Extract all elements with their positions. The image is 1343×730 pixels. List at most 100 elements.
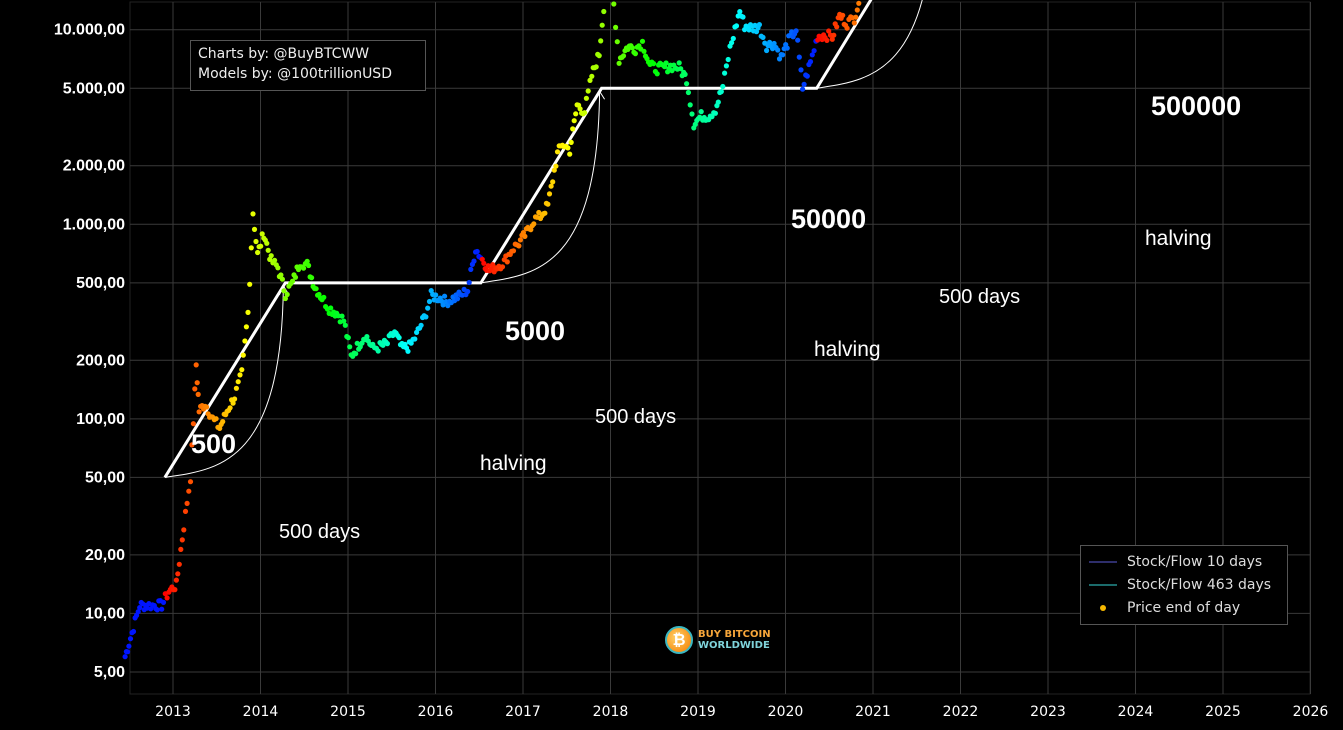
price-point: [528, 227, 534, 233]
brand-logo: ₿ BUY BITCOIN WORLDWIDE: [665, 626, 771, 654]
price-point: [182, 508, 189, 514]
x-tick-label: 2022: [943, 704, 979, 720]
price-point: [536, 209, 542, 216]
y-tick-label: 50,00: [85, 469, 125, 486]
price-point: [795, 37, 801, 43]
price-point: [425, 305, 431, 311]
price-point: [834, 24, 840, 30]
x-tick-label: 2025: [1205, 704, 1241, 720]
horizontal-gridlines: [129, 1, 1311, 695]
price-point: [194, 380, 200, 386]
price-point: [780, 52, 786, 58]
price-point: [651, 61, 657, 67]
y-tick-label: 10,00: [85, 605, 125, 622]
y-tick-label: 5,00: [94, 664, 125, 681]
price-point: [614, 39, 620, 45]
price-point: [676, 60, 682, 66]
price-point: [663, 60, 669, 66]
x-tick-label: 2015: [330, 704, 366, 720]
price-point: [471, 258, 477, 264]
price-point: [804, 73, 810, 79]
price-point: [265, 247, 271, 253]
days-label: 500 days: [939, 286, 1020, 308]
x-tick-label: 2024: [1118, 704, 1154, 720]
price-point: [264, 240, 270, 246]
price-point: [565, 145, 571, 151]
price-point: [641, 48, 647, 54]
price-point: [553, 163, 559, 169]
price-point: [718, 89, 724, 95]
price-point: [342, 322, 348, 328]
price-point: [844, 25, 850, 31]
price-point: [654, 71, 660, 77]
price-point: [426, 298, 433, 305]
price-point: [328, 305, 334, 311]
price-point: [130, 628, 137, 635]
price-point: [179, 537, 185, 543]
price-point: [339, 313, 345, 319]
price-point: [689, 111, 695, 117]
price-point: [195, 391, 201, 397]
legend-item-price[interactable]: Price end of day: [1089, 598, 1240, 618]
credit-models-by: Models by: @100trillionUSD: [198, 66, 392, 82]
price-point: [573, 111, 579, 117]
price-point: [187, 479, 194, 485]
level-label: 50000: [791, 204, 866, 234]
price-point: [184, 500, 190, 506]
price-point: [412, 336, 418, 342]
price-point: [232, 396, 238, 402]
price-point: [756, 22, 763, 28]
price-point: [272, 257, 278, 263]
price-point: [454, 296, 461, 302]
price-point: [468, 266, 474, 272]
price-point: [227, 405, 233, 411]
legend-item-sf463[interactable]: Stock/Flow 463 days: [1089, 575, 1271, 595]
legend-label: Stock/Flow 10 days: [1127, 554, 1263, 570]
legend-label: Stock/Flow 463 days: [1127, 577, 1272, 593]
price-point: [629, 45, 636, 51]
price-point: [347, 344, 353, 350]
price-point: [682, 71, 688, 77]
y-axis-tick-labels: 5,00 10,00 20,00 50,00 100,00 200,00 500,00 1.0…: [54, 22, 125, 681]
price-point: [237, 372, 243, 378]
price-point: [250, 211, 256, 217]
price-point: [771, 40, 777, 47]
stock-flow-model-line: [163, 0, 873, 479]
price-point: [583, 95, 590, 101]
price-point: [840, 12, 846, 18]
x-tick-label: 2014: [243, 704, 279, 720]
price-point: [233, 385, 239, 391]
x-tick-label: 2019: [680, 704, 716, 720]
price-point: [826, 28, 832, 34]
price-point: [568, 139, 574, 145]
y-tick-label: 2.000,00: [63, 158, 125, 175]
legend-line-swatch: [1089, 584, 1117, 586]
price-point: [517, 237, 524, 243]
price-point: [173, 577, 179, 583]
price-point: [722, 70, 728, 76]
price-point: [148, 606, 154, 612]
price-point: [196, 409, 202, 415]
x-tick-label: 2020: [768, 704, 804, 720]
price-point: [807, 59, 814, 65]
price-point: [301, 265, 307, 271]
days-label: 500 days: [279, 521, 360, 543]
price-point: [723, 63, 730, 69]
price-point: [481, 260, 487, 266]
days-label: 500 days: [595, 406, 676, 428]
price-point: [784, 45, 790, 51]
legend-item-sf10[interactable]: Stock/Flow 10 days: [1089, 552, 1262, 572]
price-point: [282, 295, 288, 302]
arrow-curve: [816, 0, 923, 89]
price-point: [746, 27, 752, 33]
halving-label: halving: [1145, 227, 1212, 250]
price-point: [504, 259, 510, 265]
price-point: [278, 272, 284, 278]
price-point: [418, 322, 424, 328]
price-point: [550, 179, 556, 185]
price-point: [364, 334, 370, 340]
price-point: [204, 404, 210, 410]
halving-label: halving: [814, 338, 881, 361]
price-point: [304, 258, 310, 264]
